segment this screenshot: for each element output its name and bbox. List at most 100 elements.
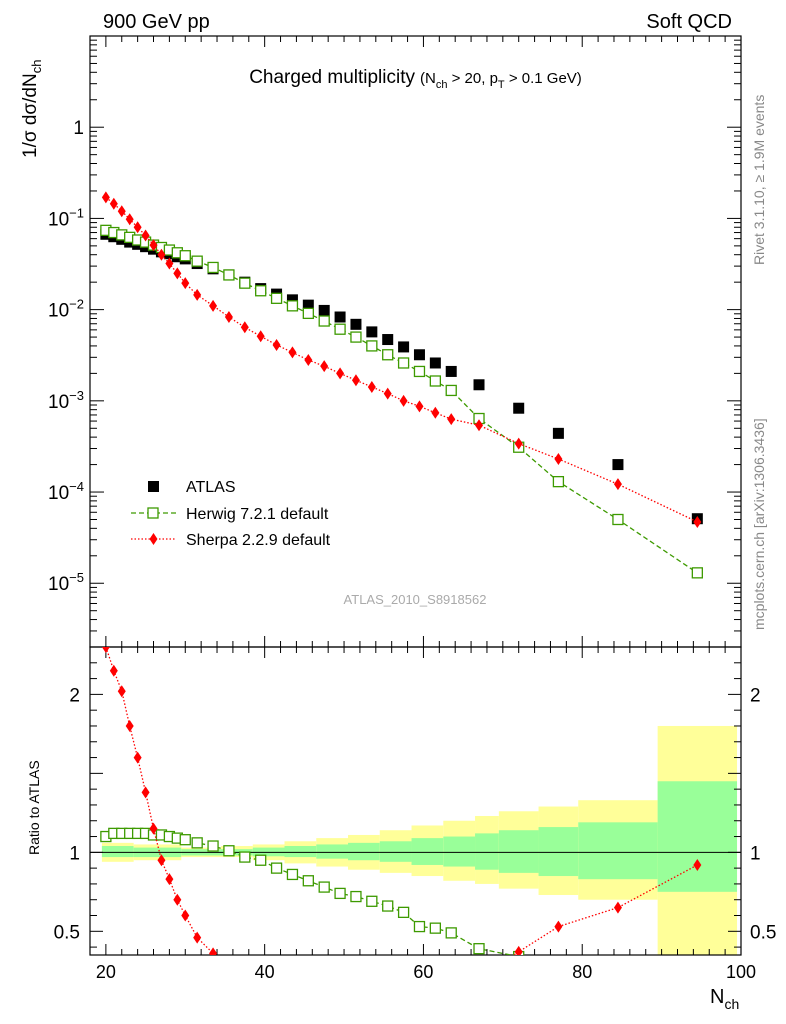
herwig-ratio-point (334, 887, 346, 900)
ratio-y-tick-label-right: 0.5 (750, 922, 776, 943)
atlas-data-point (473, 379, 485, 391)
sherpa-point (157, 248, 166, 261)
sherpa-point (554, 453, 563, 466)
herwig-point (223, 269, 235, 281)
atlas-data-point (552, 427, 564, 439)
sherpa-point (125, 213, 134, 226)
atlas-data-point (513, 402, 525, 414)
sherpa-point (141, 229, 150, 242)
sherpa-point (133, 221, 142, 234)
sherpa-point (193, 288, 202, 301)
ratio-y-tick-label-right: 1 (750, 843, 761, 864)
x-axis-label: Nch (710, 986, 739, 1012)
herwig-point (318, 315, 330, 327)
atlas-data-point (612, 459, 624, 471)
herwig-point (612, 513, 624, 526)
sherpa-point (336, 367, 345, 380)
atlas-data-point (334, 311, 346, 323)
chart-title: Charged multiplicity (249, 67, 415, 88)
herwig-point (334, 323, 346, 335)
sherpa-ratio-point (117, 685, 126, 698)
sherpa-ratio-point (613, 901, 622, 914)
sherpa-point (399, 394, 408, 407)
herwig-point (191, 255, 203, 267)
sherpa-point (693, 515, 702, 528)
sherpa-point (256, 330, 265, 343)
atlas-data-point (398, 341, 410, 353)
sherpa-point (415, 400, 424, 413)
y-tick-label: 10−4 (48, 479, 84, 504)
legend-herwig-label: Herwig 7.2.1 default (186, 506, 329, 523)
header-left: 900 GeV pp (103, 11, 210, 33)
ratio-frame (89, 646, 742, 956)
ratio-y-tick-label-left: 2 (69, 685, 80, 706)
herwig-point (445, 384, 457, 397)
sherpa-ratio-point (157, 854, 166, 867)
y-tick-label: 10−1 (48, 205, 84, 230)
ratio-band-inner-8 (379, 841, 412, 862)
herwig-point (255, 285, 267, 297)
atlas-data-point (350, 318, 362, 330)
ratio-band-inner-11 (475, 833, 499, 870)
herwig-point (366, 340, 378, 352)
sherpa-ratio-point (693, 858, 702, 871)
sherpa-point (173, 267, 182, 280)
legend: ATLAS Herwig 7.2.1 default Sherpa 2.2.9 … (131, 479, 331, 549)
legend-atlas-marker (148, 481, 159, 492)
sherpa-ratio-point (225, 957, 233, 969)
sherpa-ratio-point (514, 945, 523, 955)
atlas-data-point (429, 357, 441, 369)
atlas-data-point (286, 294, 298, 306)
herwig-ratio-point (366, 895, 378, 907)
herwig-ratio-point (473, 943, 485, 955)
atlas-data-point (413, 349, 425, 361)
herwig-point (207, 261, 219, 274)
ratio-y-tick-label-left: 0.5 (54, 922, 80, 943)
y-tick-label: 1 (73, 118, 84, 139)
analysis-watermark: ATLAS_2010_S8918562 (344, 592, 487, 607)
sherpa-ratio-point (101, 647, 110, 653)
herwig-point (302, 307, 314, 320)
sherpa-ratio-point (125, 719, 134, 732)
herwig-ratio-point (239, 851, 251, 863)
sherpa-point (447, 413, 456, 426)
sherpa-point (320, 360, 329, 373)
sherpa-point (149, 239, 158, 252)
herwig-ratio-point (445, 927, 457, 939)
ratio-band-inner-7 (348, 842, 380, 861)
sherpa-ratio-point (149, 822, 158, 835)
sherpa-ratio-point (109, 664, 118, 677)
header-right: Soft QCD (646, 11, 732, 33)
x-tick-label-60: 60 (413, 962, 433, 982)
herwig-ratio-point (191, 837, 203, 849)
sherpa-ratio-line (512, 864, 698, 955)
ratio-y-tick-label-left: 1 (69, 843, 80, 864)
x-tick-label-40: 40 (255, 962, 275, 982)
herwig-point (397, 357, 410, 369)
legend-sherpa-marker (149, 533, 158, 545)
ratio-band-inner-9 (411, 838, 444, 865)
sherpa-point (288, 346, 297, 359)
sherpa-point (181, 277, 190, 290)
sherpa-point (101, 191, 110, 204)
herwig-ratio-point (318, 881, 330, 893)
sherpa-point (304, 354, 313, 367)
atlas-data-point (382, 334, 394, 346)
herwig-point (552, 475, 565, 488)
atlas-data-point (302, 299, 314, 311)
y-tick-label: 10−5 (48, 570, 84, 595)
sherpa-ratio-point (209, 947, 218, 955)
herwig-point (270, 292, 283, 304)
ratio-band-inner-6 (316, 844, 349, 859)
sherpa-ratio-point (165, 873, 174, 886)
sherpa-point (367, 380, 376, 393)
x-tick-label-100: 100 (726, 962, 756, 982)
ratio-band-inner-14 (578, 822, 658, 880)
herwig-point (286, 300, 299, 312)
sherpa-point (165, 257, 174, 270)
rivet-version-label: Rivet 3.1.10, ≥ 1.9M events (751, 95, 767, 265)
herwig-point (429, 375, 441, 387)
sherpa-point (351, 374, 360, 387)
herwig-ratio-point (382, 900, 394, 912)
